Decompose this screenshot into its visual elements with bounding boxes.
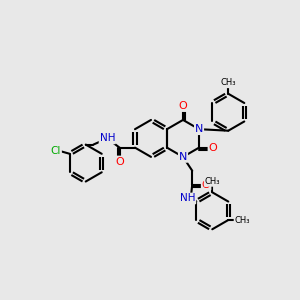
Text: N: N [179,152,187,162]
Text: Cl: Cl [51,146,61,156]
Text: O: O [115,157,124,166]
Text: O: O [202,180,211,190]
Text: CH₃: CH₃ [220,79,236,88]
Text: CH₃: CH₃ [234,215,250,224]
Text: CH₃: CH₃ [205,177,220,186]
Text: NH: NH [100,134,115,143]
Text: NH: NH [180,194,195,203]
Text: O: O [208,143,217,153]
Text: N: N [195,124,203,134]
Text: O: O [178,101,188,111]
